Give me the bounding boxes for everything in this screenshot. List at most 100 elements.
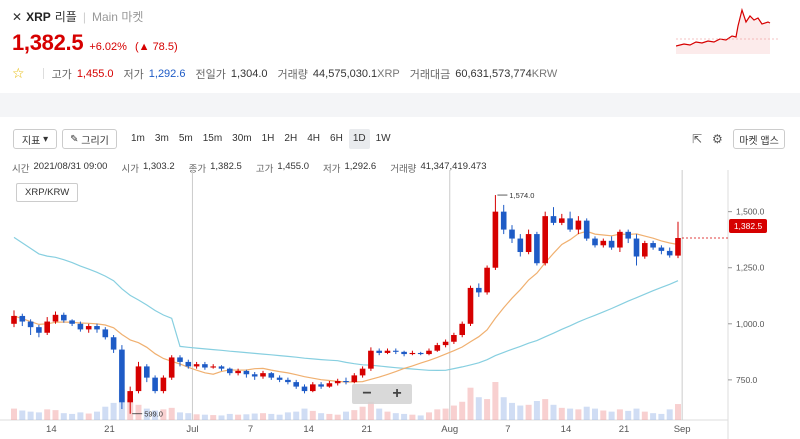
candle-body xyxy=(285,379,291,383)
candle-body xyxy=(534,234,540,264)
candle-body xyxy=(251,374,258,377)
market-apps-label: 마켓 앱스 xyxy=(739,135,779,147)
candle-body xyxy=(301,386,308,392)
candle-body xyxy=(177,357,183,362)
candle-body xyxy=(293,382,299,387)
candle-body xyxy=(384,350,391,353)
period-1W[interactable]: 1W xyxy=(375,133,391,144)
volume-bar xyxy=(467,387,474,420)
volume-bar xyxy=(35,412,42,420)
candle-body xyxy=(243,370,250,375)
volume-bar xyxy=(11,408,17,420)
market-apps-button[interactable]: 마켓 앱스 xyxy=(733,129,785,149)
volume-bar xyxy=(152,410,159,420)
volume-bar xyxy=(276,414,283,420)
candle-body xyxy=(575,220,582,230)
volume-bar xyxy=(60,413,67,420)
volume-bar xyxy=(235,414,242,420)
open-value: 1,303.2 xyxy=(142,161,175,172)
volume-bar xyxy=(77,412,84,420)
period-4H[interactable]: 4H xyxy=(307,133,321,144)
volume-bar xyxy=(334,414,341,420)
period-1D[interactable]: 1D xyxy=(348,129,370,149)
candle-body xyxy=(426,350,432,355)
volume-bar xyxy=(608,411,615,420)
period-6H[interactable]: 6H xyxy=(330,133,343,144)
candle-body xyxy=(102,329,109,338)
candle-body xyxy=(110,337,117,350)
x-tick-label: 14 xyxy=(561,424,572,435)
x-tick-label: 7 xyxy=(248,424,253,435)
volume-bar xyxy=(218,415,225,420)
volume-bar xyxy=(160,409,167,420)
period-2H[interactable]: 2H xyxy=(284,133,298,144)
draw-label: 그리기 xyxy=(81,135,109,147)
volume-bar xyxy=(417,415,424,420)
title-row: ✕ XRP 리플 | Main 마켓 xyxy=(12,8,143,25)
period-30m[interactable]: 30m xyxy=(232,133,252,144)
candle-body xyxy=(210,366,216,368)
volume-bar xyxy=(459,401,466,420)
volume-bar xyxy=(27,411,34,420)
stats-row: ☆ 고가 1,455.0 저가 1,292.6 전일가 1,304.0 거래량 … xyxy=(12,65,557,82)
low-value: 1,292.6 xyxy=(344,161,377,172)
low-marker-label: 599.0 xyxy=(144,410,163,419)
volume-bar xyxy=(260,413,266,420)
candle-body xyxy=(642,243,648,257)
x-close-icon[interactable]: ✕ xyxy=(12,9,23,24)
volume-bar xyxy=(600,410,607,420)
volume-bar xyxy=(509,402,515,420)
candle-body xyxy=(94,326,100,330)
volume-bar xyxy=(19,410,26,420)
zoom-out-button[interactable]: − xyxy=(362,385,372,402)
candle-body xyxy=(509,229,515,239)
current-price: 1,382.5 xyxy=(12,30,84,55)
period-1H[interactable]: 1H xyxy=(261,133,275,144)
x-tick-label: 21 xyxy=(361,424,372,435)
divider: | xyxy=(82,9,86,24)
market-label: Main 마켓 xyxy=(91,10,144,24)
candle-body xyxy=(235,370,241,374)
star-icon[interactable]: ☆ xyxy=(12,65,25,81)
x-tick-label: 14 xyxy=(303,424,314,435)
x-tick-label: Aug xyxy=(441,424,458,435)
candle-body xyxy=(351,375,358,383)
zoom-controls: − + xyxy=(352,384,412,404)
volume-bar xyxy=(201,414,208,420)
volume-bar xyxy=(592,408,598,420)
external-link-icon[interactable]: ⇱ xyxy=(692,132,703,146)
zoom-in-button[interactable]: + xyxy=(392,385,402,402)
volume-bar xyxy=(401,413,408,420)
candle-body xyxy=(442,341,449,346)
volume-label: 거래량 xyxy=(390,164,417,175)
close-value: 1,382.5 xyxy=(210,161,242,172)
candle-body xyxy=(393,350,399,352)
last-price-tag: 1,382.5 xyxy=(729,219,767,233)
volume-bar xyxy=(268,413,275,420)
volume-bar xyxy=(52,410,59,420)
candle-body xyxy=(401,351,407,355)
period-5m[interactable]: 5m xyxy=(178,133,193,144)
volume-bar xyxy=(450,405,457,420)
volume-bar xyxy=(243,414,250,420)
low-label: 저가 xyxy=(123,68,144,81)
volume-bar xyxy=(650,413,657,420)
period-3m[interactable]: 3m xyxy=(154,133,169,144)
high-marker-label: 1,574.0 xyxy=(509,191,534,200)
gear-icon[interactable]: ⚙ xyxy=(712,132,723,146)
period-15m[interactable]: 15m xyxy=(202,133,223,144)
volume-bar xyxy=(85,413,92,420)
volume-bar xyxy=(641,411,648,420)
sparkline-line xyxy=(676,7,771,47)
moving-average-long-line xyxy=(13,236,679,372)
candle-body xyxy=(52,314,59,322)
volume-bar xyxy=(625,410,632,420)
period-1m[interactable]: 1m xyxy=(131,133,145,144)
volume-bar xyxy=(633,408,640,420)
volume-bar xyxy=(102,406,109,420)
volume-bar xyxy=(359,406,366,420)
indicator-button[interactable]: 지표 ▾ xyxy=(13,129,57,149)
candlestick-chart[interactable]: 14 21 Jul 7 14 21 Aug 7 14 21 Sep 1,500.0 1,250.0 1,0… xyxy=(0,170,800,439)
draw-button[interactable]: ✎ 그리기 xyxy=(62,129,117,149)
candle-body xyxy=(119,349,125,403)
